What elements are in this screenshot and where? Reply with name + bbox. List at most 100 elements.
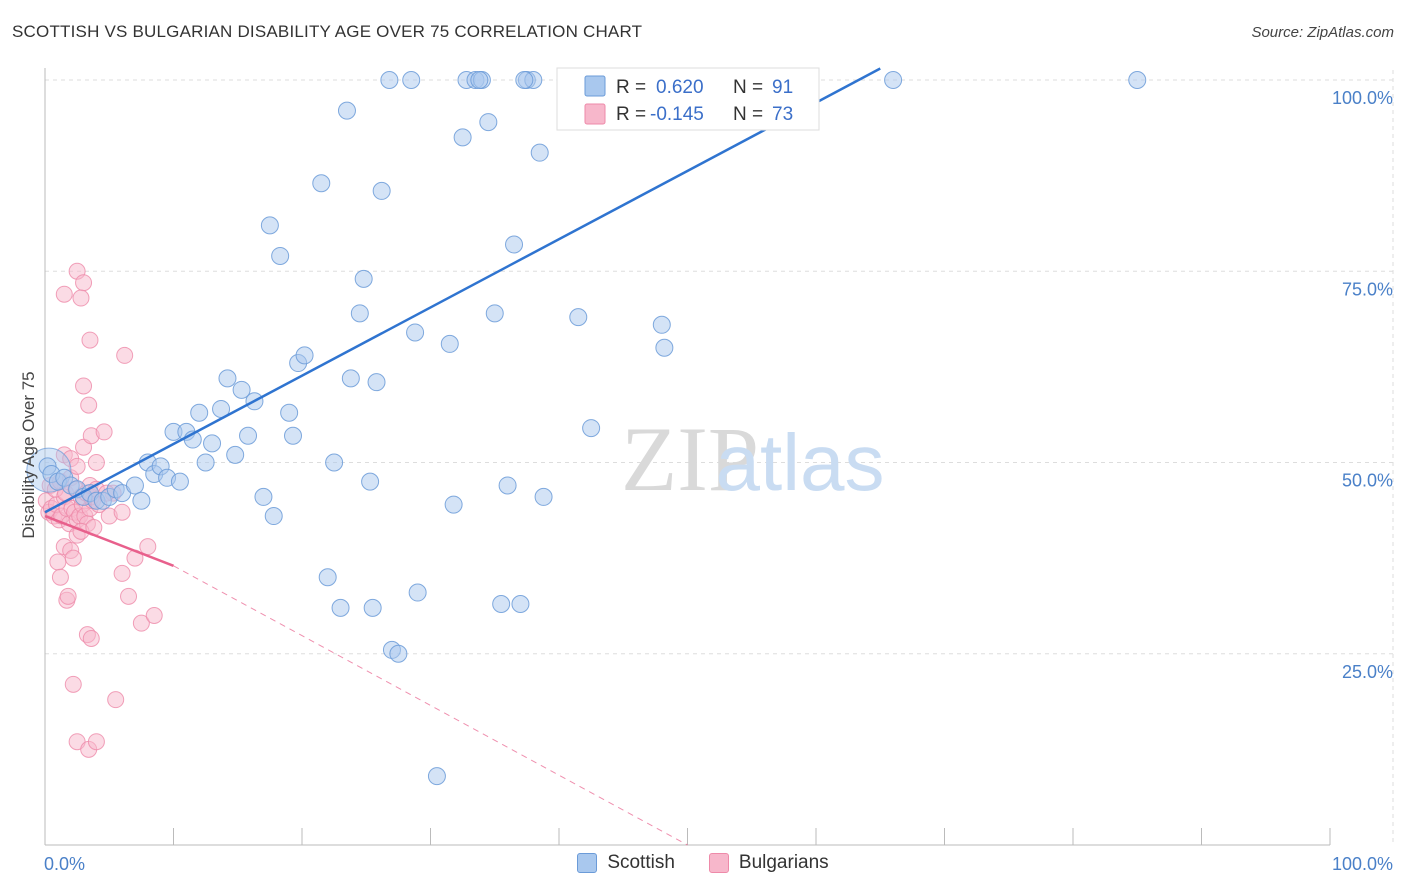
scottish-point [226, 445, 245, 464]
scottish-point [280, 403, 299, 422]
scottish-point [582, 419, 601, 438]
scottish-point [254, 487, 273, 506]
x-tick-label-min: 0.0% [44, 854, 85, 874]
scottish-point [318, 568, 337, 587]
scottish-points [26, 71, 1147, 786]
scottish-point [485, 304, 504, 323]
bulgarian-point [75, 274, 93, 292]
bulgarian-point [55, 285, 73, 303]
bulgarian-point [80, 396, 98, 414]
scottish-trend-line [44, 67, 881, 514]
bulgarian-r-value: -0.145 [650, 104, 704, 125]
bulgarian-point [132, 614, 150, 632]
scottish-point [363, 598, 382, 617]
bulgarian-point [95, 423, 113, 441]
scottish-point [406, 323, 425, 342]
scottish-point [479, 113, 498, 132]
scottish-r-label: R = [616, 77, 646, 98]
scottish-point [534, 487, 553, 506]
scottish-point [295, 346, 314, 365]
watermark-atlas: atlas [716, 418, 885, 507]
scottish-point [402, 71, 421, 89]
scottish-point [1128, 71, 1147, 89]
bulgarian-point [113, 564, 131, 582]
bulgarian-point [72, 289, 90, 307]
scottish-swatch [584, 75, 606, 97]
scottish-point [196, 453, 215, 472]
scottish-point [380, 71, 399, 89]
y-tick-label: 50.0% [1342, 471, 1393, 491]
scottish-point [408, 583, 427, 602]
y-axis-title: Disability Age Over 75 [19, 371, 38, 538]
scottish-point [170, 472, 189, 491]
scottish-point [389, 644, 408, 663]
bulgarian-r-label: R = [616, 104, 646, 125]
tick-labels: 25.0% 50.0% 75.0% 100.0% 0.0% 100.0% [44, 88, 1393, 874]
watermark-zip: ZIP [621, 408, 759, 510]
scottish-point [427, 767, 446, 786]
scottish-point [372, 181, 391, 200]
bulgarian-point [82, 629, 100, 647]
scottish-point [505, 235, 524, 254]
scottish-point [511, 595, 530, 614]
source-label: Source: ZipAtlas.com [1251, 24, 1394, 41]
bulgarian-legend-label: Bulgarians [738, 852, 829, 873]
scottish-n-value: 91 [772, 77, 793, 98]
stats-legend: R = 0.620 N = 91 R = -0.145 N = 73 [556, 67, 820, 131]
bulgarian-point [87, 454, 105, 471]
scottish-point [331, 598, 350, 617]
bulgarian-trend-extension [173, 565, 688, 846]
scottish-point [125, 476, 144, 495]
bulgarian-point [113, 503, 131, 521]
scottish-point [498, 476, 517, 495]
y-tick-label: 100.0% [1332, 88, 1393, 108]
trend-lines [44, 67, 881, 846]
bulgarian-point [49, 553, 67, 571]
bulgarian-point [59, 587, 77, 605]
bulgarian-point [64, 675, 82, 693]
scottish-point [367, 373, 386, 392]
scottish-point [444, 495, 463, 514]
scottish-point [264, 507, 283, 526]
bulgarian-n-value: 73 [772, 104, 793, 125]
bulgarian-point [145, 607, 163, 624]
bottom-legend: Scottish Bulgarians [0, 852, 1406, 874]
bulgarian-point [68, 457, 86, 475]
scottish-point [361, 472, 380, 491]
bulgarian-points [37, 262, 163, 758]
legend-item-bulgarians[interactable]: Bulgarians [708, 852, 829, 874]
scottish-point [337, 101, 356, 120]
scottish-point [530, 143, 549, 162]
scottish-point [655, 338, 674, 357]
scottish-point [354, 269, 373, 288]
scottish-point [203, 434, 222, 453]
scottish-point [341, 369, 360, 388]
scottish-point [652, 315, 671, 334]
bulgarian-swatch [584, 103, 606, 125]
scottish-n-label: N = [733, 77, 763, 98]
bulgarian-point [87, 733, 105, 751]
scottish-point [218, 369, 237, 388]
scottish-legend-label: Scottish [607, 852, 675, 873]
scottish-point [453, 128, 472, 147]
bulgarian-point [64, 549, 82, 567]
scottish-point [350, 304, 369, 323]
scottish-point [492, 595, 511, 614]
scottish-point [884, 71, 903, 89]
scottish-r-value: 0.620 [656, 77, 704, 98]
scottish-legend-swatch [577, 853, 598, 873]
scottish-point [569, 308, 588, 327]
scottish-point [190, 403, 209, 422]
scottish-point [239, 426, 258, 445]
bulgarian-n-label: N = [733, 104, 763, 125]
scottish-point [312, 174, 331, 193]
bulgarian-point [139, 538, 157, 556]
scottish-point [284, 426, 303, 445]
scottish-point [232, 380, 251, 399]
legend-item-scottish[interactable]: Scottish [577, 852, 675, 874]
bulgarian-trend-line [44, 514, 174, 567]
bulgarian-point [51, 568, 69, 586]
chart-title: SCOTTISH VS BULGARIAN DISABILITY AGE OVE… [12, 22, 643, 41]
scottish-point [515, 71, 534, 89]
